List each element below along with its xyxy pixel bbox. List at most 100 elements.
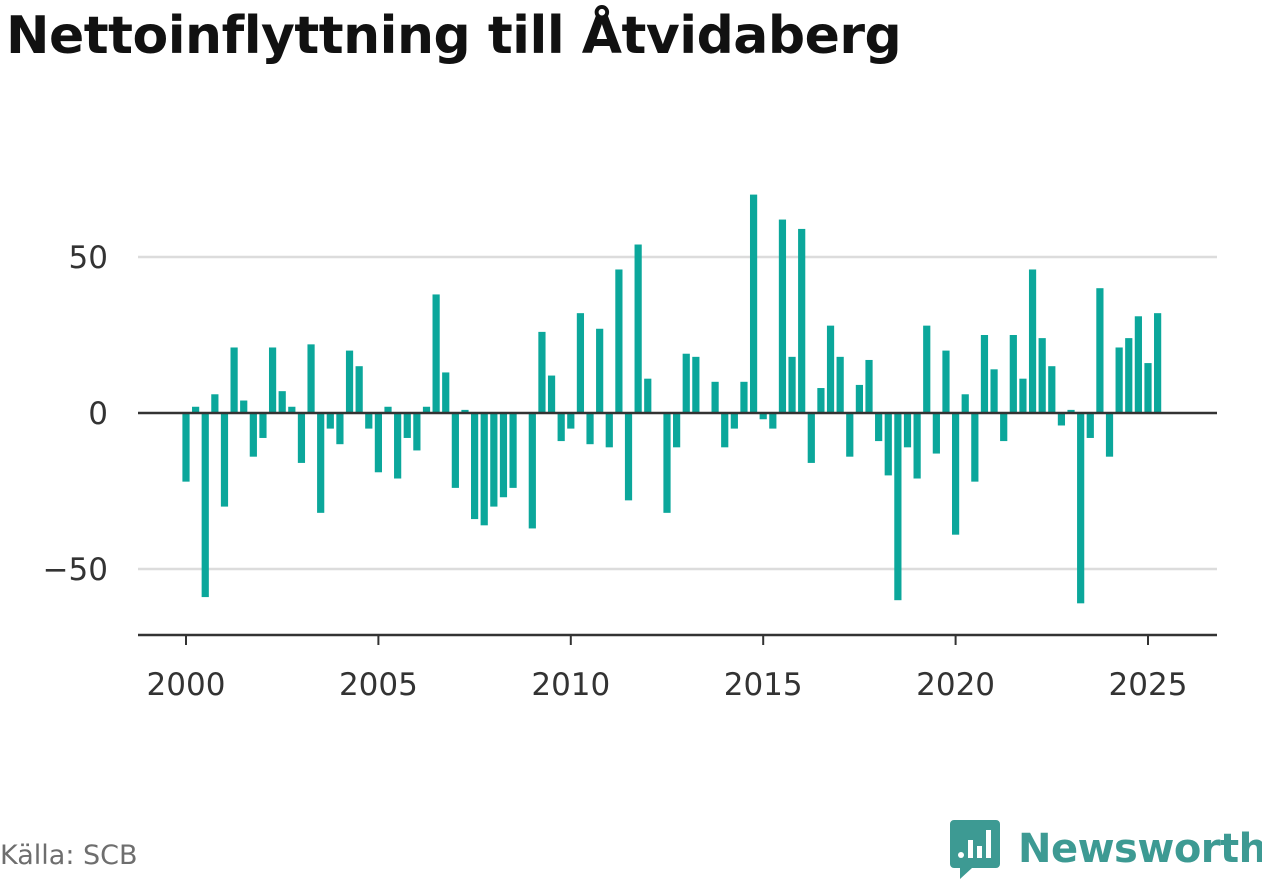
bar <box>634 244 642 413</box>
bar <box>1067 409 1075 413</box>
bar <box>596 328 604 413</box>
newsworthy-logo-icon <box>950 820 1000 879</box>
bar <box>307 344 315 413</box>
bar <box>1077 413 1085 604</box>
bar <box>220 413 229 507</box>
bar <box>826 325 835 413</box>
bar <box>740 381 748 413</box>
bar <box>1048 366 1056 413</box>
bar <box>817 388 825 413</box>
bar <box>1105 413 1114 457</box>
bar <box>711 381 719 413</box>
bar <box>451 413 459 488</box>
bar <box>903 413 912 448</box>
bar <box>778 219 787 413</box>
bar <box>259 413 267 438</box>
source-note: Källa: SCB <box>0 840 138 871</box>
bar <box>509 413 517 488</box>
bar <box>855 384 863 413</box>
bar <box>875 413 883 442</box>
bar <box>615 269 623 413</box>
bar <box>1154 313 1162 413</box>
bar <box>326 413 334 429</box>
brand-logo: Newsworthy <box>950 818 1262 880</box>
bar <box>384 406 392 413</box>
bar <box>567 413 575 429</box>
bar <box>1009 335 1017 413</box>
x-axis-ticks: 2000 2005 2010 2015 2020 2025 <box>147 635 1188 703</box>
bar <box>1144 363 1152 413</box>
x-tick-label: 2000 <box>147 667 226 703</box>
bar <box>624 413 633 501</box>
bar <box>413 413 421 451</box>
bar <box>586 413 594 445</box>
chart-title: Nettoinflyttning till Åtvidaberg <box>6 6 902 66</box>
bar <box>288 406 296 413</box>
x-tick-label: 2005 <box>339 667 418 703</box>
bar <box>576 313 585 413</box>
bar <box>1096 288 1104 413</box>
bar <box>278 391 286 413</box>
bar <box>730 413 738 429</box>
x-tick-label: 2025 <box>1109 667 1188 703</box>
y-axis-ticks: 50 0 −50 <box>43 240 108 588</box>
bar <box>365 413 373 429</box>
brand-name: Newsworthy <box>1018 826 1262 872</box>
bar <box>547 375 556 413</box>
bar <box>461 409 469 413</box>
bar <box>1028 269 1037 413</box>
bar <box>605 413 613 448</box>
bar <box>317 413 325 513</box>
bar <box>432 294 440 413</box>
bar <box>836 356 844 413</box>
bar <box>1125 338 1133 413</box>
bar <box>644 378 652 413</box>
bar <box>557 413 565 442</box>
bar <box>345 350 354 413</box>
bar <box>182 413 190 482</box>
bar <box>1086 413 1094 438</box>
bar <box>980 335 989 413</box>
bar <box>1115 347 1123 413</box>
bar <box>480 413 488 526</box>
bar <box>374 413 382 473</box>
bar <box>538 331 546 413</box>
bar <box>990 369 998 413</box>
bar <box>422 406 431 413</box>
bar <box>807 413 815 463</box>
y-tick-label: 50 <box>69 240 108 276</box>
bar <box>692 356 700 413</box>
bar <box>769 413 777 429</box>
bar <box>1019 378 1027 413</box>
bar <box>230 347 238 413</box>
bar <box>201 413 209 598</box>
bar <box>663 413 671 513</box>
bar <box>932 413 940 454</box>
bars <box>182 194 1162 604</box>
y-tick-label: −50 <box>43 552 108 588</box>
x-tick-label: 2010 <box>531 667 610 703</box>
bar <box>1038 338 1046 413</box>
bar <box>923 325 931 413</box>
bar <box>1057 413 1066 426</box>
bar <box>673 413 681 448</box>
bar <box>721 413 729 448</box>
bar <box>442 372 450 413</box>
bar <box>952 413 960 535</box>
bar <box>961 394 969 413</box>
bar <box>798 228 806 413</box>
bar <box>249 413 257 457</box>
bar <box>297 413 306 463</box>
bar <box>403 413 411 438</box>
bar <box>788 356 796 413</box>
bar <box>471 413 479 520</box>
x-tick-label: 2020 <box>916 667 995 703</box>
axes <box>138 411 1217 637</box>
bar <box>1000 413 1008 442</box>
bar <box>865 359 873 413</box>
bar <box>971 413 979 482</box>
bar <box>355 366 363 413</box>
bar <box>759 413 767 420</box>
bar <box>682 353 690 413</box>
